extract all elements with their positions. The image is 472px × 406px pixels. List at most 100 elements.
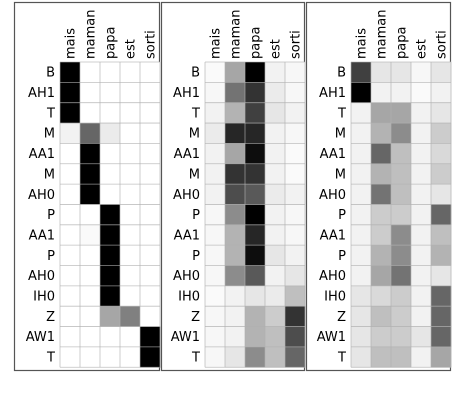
heatmap-cell (351, 163, 372, 185)
heatmap-cell (371, 245, 392, 266)
heatmap-cell (245, 285, 266, 307)
heatmap-cell (351, 143, 372, 165)
heatmap-cell (100, 204, 121, 226)
heatmap-cell (80, 245, 101, 266)
heatmap-cell (285, 204, 306, 226)
heatmap-cell (120, 184, 141, 205)
heatmap-cell (60, 163, 81, 185)
heatmap-cell (431, 346, 452, 368)
y-tick-label: M (189, 167, 200, 182)
heatmap-cell (431, 123, 452, 144)
heatmap-cell (140, 143, 161, 165)
y-tick-label: AH0 (173, 188, 200, 203)
heatmap-cell (60, 204, 81, 226)
heatmap-cell (265, 285, 286, 307)
heatmap-cell (100, 143, 121, 165)
heatmap-cell (225, 82, 246, 103)
heatmap-cell (245, 224, 266, 246)
heatmap-cell (80, 306, 101, 327)
heatmap-cell (371, 123, 392, 144)
y-tick-label: AH0 (319, 269, 346, 284)
heatmap-cell (411, 346, 432, 368)
heatmap-cell (245, 82, 266, 103)
x-tick-label: sorti (435, 30, 450, 59)
heatmap-cell (431, 184, 452, 205)
heatmap-cell (205, 102, 226, 124)
y-tick-label: AH1 (319, 86, 346, 101)
heatmap-cell (411, 143, 432, 165)
heatmap-cell (351, 306, 372, 327)
heatmap-cell (431, 82, 452, 103)
heatmap-cell (265, 184, 286, 205)
heatmap-cell (100, 265, 121, 287)
heatmap-cell (351, 245, 372, 266)
heatmap-cell (285, 62, 306, 83)
heatmap-cell (60, 245, 81, 266)
heatmap-cell (140, 245, 161, 266)
y-tick-label: M (189, 127, 200, 142)
heatmap-cell (205, 265, 226, 287)
heatmap-cell (391, 62, 412, 83)
heatmap-cell (245, 102, 266, 124)
heatmap-cell (391, 204, 412, 226)
y-tick-label: AH1 (173, 86, 200, 101)
heatmap-cell (60, 184, 81, 205)
heatmap-cell (245, 184, 266, 205)
heatmap-cell (265, 82, 286, 103)
heatmap-cell (285, 265, 306, 287)
y-tick-label: M (44, 167, 55, 182)
heatmap-cell (265, 143, 286, 165)
heatmap-cell (205, 204, 226, 226)
heatmap-cell (60, 123, 81, 144)
heatmap-cell (265, 326, 286, 348)
heatmap-cell (391, 306, 412, 327)
heatmap-cell (411, 224, 432, 246)
heatmap-cell (120, 143, 141, 165)
heatmap-cell (120, 204, 141, 226)
heatmap-cell (100, 346, 121, 368)
y-tick-label: IH0 (33, 290, 55, 305)
heatmap-cell (140, 123, 161, 144)
heatmap-cell (120, 326, 141, 348)
heatmap-cell (80, 82, 101, 103)
x-tick-label: mais (64, 28, 79, 59)
y-tick-label: AW1 (171, 330, 200, 345)
heatmap-cell (100, 102, 121, 124)
heatmap-cell (80, 285, 101, 307)
heatmap-cell (371, 102, 392, 124)
heatmap-cell (225, 224, 246, 246)
y-tick-label: Z (191, 310, 200, 325)
heatmap-cell (60, 285, 81, 307)
heatmap-panel-3: mais maman papa est sortiBAH1TMAA1MAH0PAA1PA… (305, 1, 452, 372)
heatmap-cell (205, 82, 226, 103)
heatmap-cell (80, 184, 101, 205)
heatmap-cell (411, 204, 432, 226)
heatmap-cell (431, 163, 452, 185)
y-tick-label: AA1 (320, 228, 346, 243)
x-tick-label: maman (84, 10, 99, 60)
y-tick-label: Z (46, 310, 55, 325)
y-tick-label: B (191, 66, 200, 81)
x-tick-label: est (415, 39, 430, 59)
heatmap-cell (371, 62, 392, 83)
heatmap-cell (265, 62, 286, 83)
heatmap-cell (351, 82, 372, 103)
heatmap-cell (391, 184, 412, 205)
heatmap-cell (225, 204, 246, 226)
heatmap-cell (351, 265, 372, 287)
heatmap-cell (371, 204, 392, 226)
heatmap-cell (140, 265, 161, 287)
heatmap-cell (120, 62, 141, 83)
heatmap-cell (391, 346, 412, 368)
heatmap-cell (80, 163, 101, 185)
heatmap-cell (411, 285, 432, 307)
x-tick-label: mais (209, 28, 224, 59)
x-tick-label: est (269, 39, 284, 59)
heatmap-cell (371, 224, 392, 246)
heatmap-cell (225, 62, 246, 83)
heatmap-cell (351, 285, 372, 307)
heatmap-cell (225, 102, 246, 124)
y-tick-label: IH0 (324, 290, 346, 305)
heatmap-cell (120, 285, 141, 307)
